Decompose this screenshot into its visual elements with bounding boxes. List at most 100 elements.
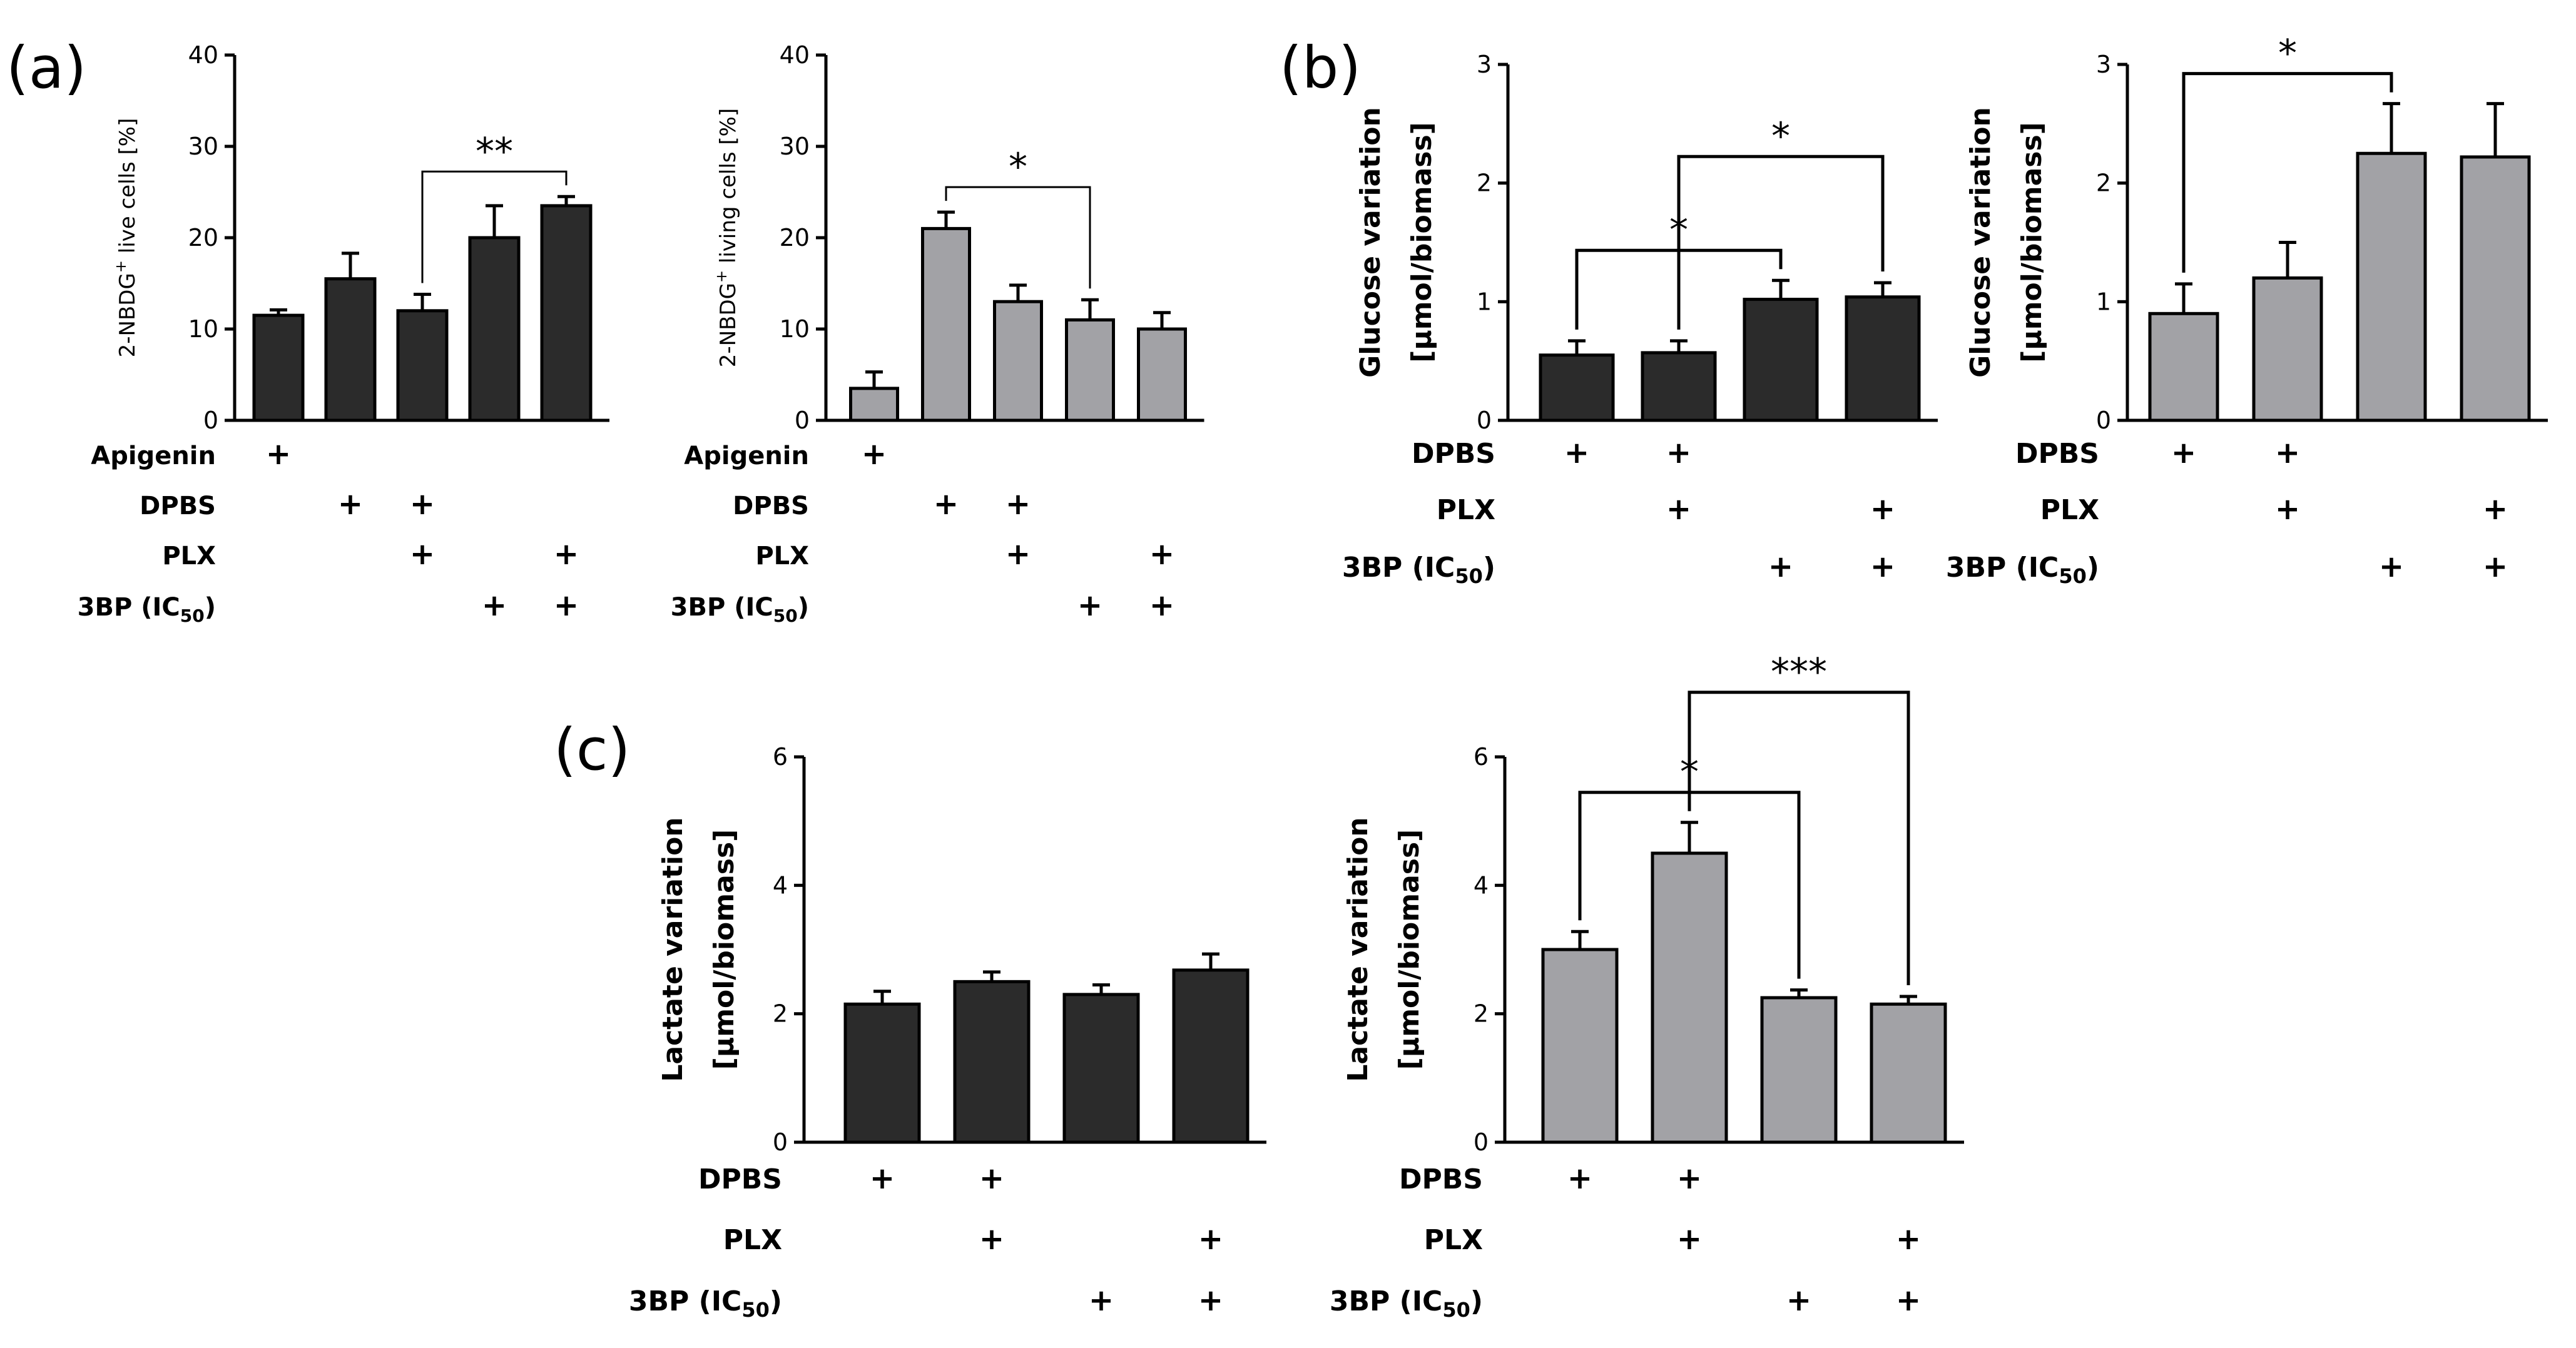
plus-mark: + (2483, 549, 2508, 584)
treatment-label-text: ) (1470, 1285, 1483, 1317)
treatment-label: 3BP (IC50) (1342, 552, 1495, 588)
treatment-label: PLX (2040, 494, 2099, 526)
y-axis-label-superscript: + (713, 270, 730, 283)
bar (843, 1002, 921, 1144)
plus-mark: + (1870, 492, 1895, 527)
y-axis-label-line: [μmol/biomass] (2016, 122, 2048, 363)
plus-mark: + (410, 487, 435, 522)
bar (1845, 295, 1921, 422)
bar (921, 226, 971, 422)
significance-bracket (1688, 691, 1910, 985)
plus-mark: + (934, 487, 959, 522)
bar (2460, 155, 2531, 422)
plus-mark: + (554, 537, 579, 572)
y-tick-label: 10 (780, 315, 810, 343)
treatment-label: 3BP (IC50) (629, 1285, 782, 1322)
y-axis-label: 2-NBDG+ live cells [%] (112, 118, 140, 358)
treatment-label: PLX (723, 1224, 782, 1256)
plus-mark: + (1089, 1283, 1114, 1318)
y-tick-label: 0 (1474, 1128, 1489, 1156)
plus-mark: + (1677, 1222, 1702, 1257)
panel-label-c: (c) (554, 716, 630, 783)
y-tick-label: 4 (1474, 871, 1489, 899)
plus-mark: + (2379, 549, 2404, 584)
bar (324, 277, 377, 422)
y-axis-label-line: [μmol/biomass] (1406, 122, 1438, 363)
bar (1641, 351, 1717, 422)
treatment-label-text: 3BP (IC (78, 593, 180, 622)
treatment-label: DPBS (2015, 438, 2099, 470)
panel-label-b: (b) (1280, 34, 1361, 101)
treatment-label: 3BP (IC50) (78, 593, 216, 626)
plus-mark: + (2171, 435, 2196, 470)
plus-mark: + (1005, 537, 1031, 572)
treatment-label: DPBS (733, 492, 809, 520)
y-tick-label: 20 (188, 224, 218, 251)
y-tick-label: 2 (773, 1000, 788, 1028)
bar (1870, 1002, 1947, 1144)
y-tick-label: 0 (773, 1128, 788, 1156)
y-tick-label: 3 (2096, 51, 2111, 78)
significance-stars: * (1009, 145, 1027, 189)
treatment-label-text: ) (1483, 552, 1495, 584)
y-tick-label: 4 (773, 871, 788, 899)
plus-mark: + (1149, 588, 1174, 623)
significance-stars: * (2278, 32, 2297, 76)
y-axis-label-text: live cells [%] (115, 118, 140, 260)
plus-mark: + (338, 487, 363, 522)
y-tick-label: 40 (780, 41, 810, 69)
y-axis-label-line: [μmol/biomass] (1393, 829, 1425, 1070)
treatment-label: Apigenin (684, 442, 809, 470)
bar (1743, 298, 1819, 422)
y-tick-label: 0 (203, 407, 218, 434)
y-tick-label: 0 (1477, 407, 1492, 434)
y-tick-label: 10 (188, 315, 218, 343)
panel-label-a: (a) (6, 34, 86, 101)
treatment-label-text: 3BP (IC (1946, 552, 2059, 584)
y-tick-label: 1 (2096, 288, 2111, 315)
bar (468, 236, 521, 422)
y-tick-label: 2 (1477, 170, 1492, 197)
plus-mark: + (1564, 435, 1589, 470)
significance-bracket (2182, 72, 2393, 273)
bar (2148, 312, 2219, 422)
y-tick-label: 6 (773, 743, 788, 771)
chart-b2: 0 1 2 3 Glucose variation [μmol/biomass] * DPBS… (1946, 32, 2548, 588)
y-tick-label: 0 (2096, 407, 2111, 434)
y-tick-label: 30 (780, 133, 810, 160)
bar (993, 300, 1043, 422)
y-axis-label-superscript: + (112, 260, 130, 273)
plus-mark: + (1896, 1222, 1921, 1257)
treatment-label: PLX (1424, 1224, 1483, 1256)
y-tick-label: 6 (1474, 743, 1489, 771)
plus-mark: + (2275, 435, 2300, 470)
y-tick-label: 3 (1477, 51, 1492, 78)
bar (2252, 276, 2323, 422)
chart-c1: 0 2 4 6 Lactate variation [μmol/biomass] DPBS +… (629, 743, 1266, 1322)
y-axis-label-line: [μmol/biomass] (708, 829, 740, 1070)
plus-mark: + (1768, 549, 1793, 584)
y-tick-label: 0 (795, 407, 810, 434)
plus-mark: + (2483, 492, 2508, 527)
y-axis-label: Glucose variation [μmol/biomass] (1965, 107, 2048, 378)
plus-mark: + (1149, 537, 1174, 572)
significance-bracket (945, 186, 1091, 289)
treatment-label: 3BP (IC50) (671, 593, 809, 626)
bar (1172, 968, 1250, 1144)
significance-stars: ** (476, 129, 513, 173)
significance-stars: * (1771, 114, 1790, 158)
y-tick-label: 40 (188, 41, 218, 69)
y-axis-label: 2-NBDG+ living cells [%] (713, 108, 741, 367)
plus-mark: + (1666, 435, 1691, 470)
bar (1539, 353, 1615, 422)
treatment-label-subscript: 50 (1455, 564, 1483, 588)
plus-mark: + (1666, 492, 1691, 527)
treatment-label: 3BP (IC50) (1946, 552, 2099, 588)
y-axis-label: Lactate variation [μmol/biomass] (657, 817, 740, 1082)
plus-mark: + (979, 1222, 1004, 1257)
treatment-label: PLX (755, 542, 809, 570)
treatment-label-text: ) (205, 593, 216, 622)
